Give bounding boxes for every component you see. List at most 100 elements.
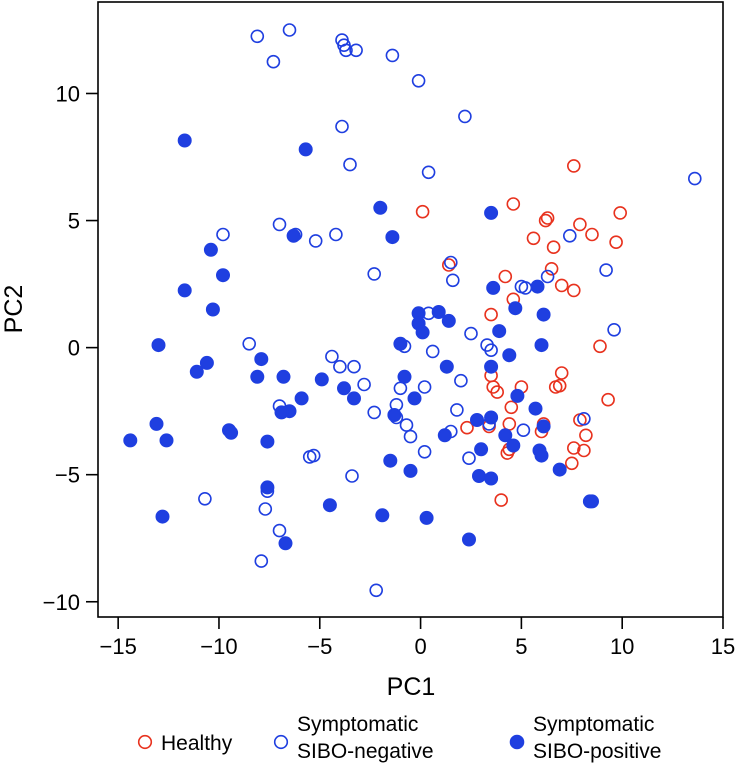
data-point	[518, 281, 533, 295]
data-point	[548, 380, 563, 394]
data-point	[177, 133, 192, 148]
data-point	[471, 468, 486, 483]
data-point	[274, 405, 289, 420]
data-point	[314, 372, 329, 387]
data-point	[445, 273, 460, 288]
data-point	[322, 498, 337, 513]
data-point	[375, 508, 390, 523]
data-point	[417, 380, 432, 394]
data-point	[198, 491, 212, 506]
legend-marker	[137, 734, 153, 750]
data-point	[484, 359, 499, 374]
data-point	[417, 444, 432, 459]
legend-label: Healthy	[161, 732, 233, 755]
data-point	[454, 373, 468, 388]
data-point	[250, 369, 265, 384]
data-point	[538, 213, 553, 228]
data-point	[216, 268, 231, 283]
data-point	[498, 269, 513, 284]
data-point	[494, 493, 509, 507]
data-point	[349, 43, 363, 58]
data-point	[573, 217, 587, 232]
data-point	[272, 523, 287, 538]
data-point	[593, 339, 607, 354]
data-points	[123, 23, 702, 598]
x-tick-label: 15	[711, 634, 735, 659]
data-point	[536, 419, 551, 434]
data-point	[528, 401, 543, 416]
data-point	[339, 43, 353, 58]
x-tick-label: 5	[515, 634, 527, 659]
data-point	[584, 494, 599, 509]
data-point	[260, 480, 275, 495]
data-point	[552, 462, 567, 477]
data-point	[474, 442, 489, 457]
data-point	[566, 441, 581, 455]
data-point	[177, 283, 192, 298]
data-point	[425, 344, 440, 359]
data-point	[155, 509, 170, 524]
data-point	[224, 425, 239, 440]
data-point	[484, 307, 498, 322]
data-point	[286, 228, 301, 243]
legend: Healthy Symptomatic SIBO-negative Symptomat…	[137, 713, 661, 763]
data-point	[335, 119, 349, 134]
data-point	[419, 510, 434, 525]
data-point	[336, 381, 351, 396]
data-point	[687, 171, 702, 186]
data-point	[504, 400, 519, 415]
y-tick-label: −5	[55, 463, 80, 488]
data-point	[373, 200, 388, 215]
data-point	[387, 407, 402, 422]
data-point	[266, 54, 281, 69]
data-point	[357, 377, 371, 392]
data-point	[278, 536, 293, 551]
x-tick-label: −5	[307, 634, 332, 659]
data-point	[431, 304, 446, 319]
data-point	[486, 280, 501, 295]
data-point	[393, 336, 408, 351]
data-point	[347, 359, 361, 374]
y-tick-label: −10	[43, 590, 80, 615]
data-point	[579, 428, 593, 443]
data-point	[530, 279, 545, 294]
data-point	[566, 159, 581, 173]
data-point	[462, 451, 476, 466]
data-point	[613, 206, 628, 220]
data-point	[564, 456, 579, 471]
data-point	[546, 240, 561, 254]
data-point	[534, 448, 549, 463]
data-point	[464, 326, 478, 341]
data-point	[441, 258, 456, 272]
data-point	[149, 416, 164, 431]
data-point	[254, 352, 269, 367]
data-point	[502, 417, 517, 431]
data-point	[203, 242, 218, 257]
data-point	[407, 391, 422, 406]
data-point	[151, 338, 166, 353]
data-point	[508, 301, 523, 316]
x-tick-label: −10	[200, 634, 237, 659]
legend-label: SIBO-positive	[533, 740, 661, 763]
data-point	[437, 428, 452, 443]
data-point	[554, 366, 569, 380]
data-point	[544, 261, 559, 276]
data-point	[498, 428, 513, 443]
data-point	[383, 453, 398, 468]
legend-label: Symptomatic	[533, 713, 654, 736]
data-point	[302, 450, 317, 464]
data-point	[609, 235, 623, 249]
data-point	[325, 349, 339, 364]
data-point	[399, 418, 414, 432]
data-point	[536, 307, 551, 322]
data-point	[346, 391, 361, 406]
data-point	[562, 229, 577, 243]
data-point	[367, 267, 382, 281]
data-point	[607, 322, 621, 337]
data-point	[403, 429, 418, 444]
data-point	[502, 348, 517, 363]
data-point	[461, 532, 476, 547]
data-point	[460, 420, 474, 435]
data-point	[490, 385, 505, 399]
